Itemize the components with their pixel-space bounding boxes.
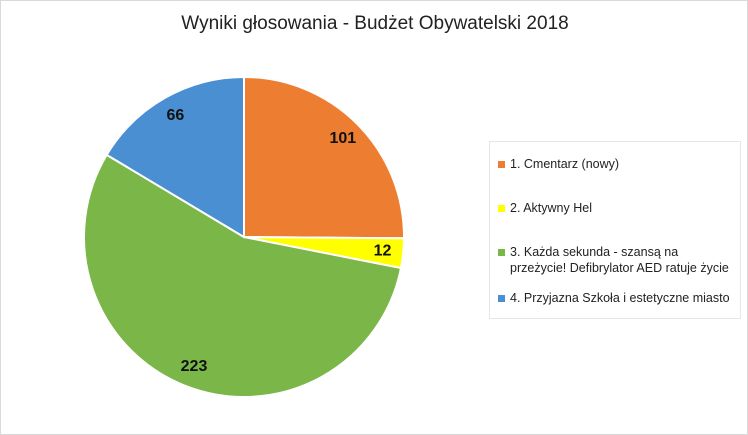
pie-slice — [243, 75, 405, 240]
value-label: 12 — [374, 242, 392, 259]
value-label: 66 — [166, 107, 184, 124]
chart-title: Wyniki głosowania - Budżet Obywatelski 2… — [181, 13, 568, 34]
legend-swatch — [498, 205, 505, 212]
legend-item: 3. Każda sekunda - szansą na przeżycie! … — [498, 244, 734, 276]
value-label: 101 — [329, 130, 356, 147]
legend-label: 4. Przyjazna Szkoła i estetyczne miasto — [510, 291, 730, 305]
pie-slice — [83, 153, 403, 398]
legend-item: 1. Cmentarz (nowy) — [498, 156, 734, 176]
legend-label: 2. Aktywny Hel — [510, 201, 592, 215]
pie-slice — [105, 75, 245, 239]
legend-swatch — [498, 295, 505, 302]
legend-swatch — [498, 161, 505, 168]
legend-item: 4. Przyjazna Szkoła i estetyczne miasto — [498, 290, 734, 310]
legend-item: 2. Aktywny Hel — [498, 200, 734, 220]
legend-label: 3. Każda sekunda - szansą na przeżycie! … — [510, 245, 729, 275]
value-label: 223 — [181, 358, 208, 375]
legend: 1. Cmentarz (nowy) 2. Aktywny Hel 3. Każda… — [489, 141, 741, 319]
legend-label: 1. Cmentarz (nowy) — [510, 157, 620, 171]
legend-swatch — [498, 249, 505, 256]
